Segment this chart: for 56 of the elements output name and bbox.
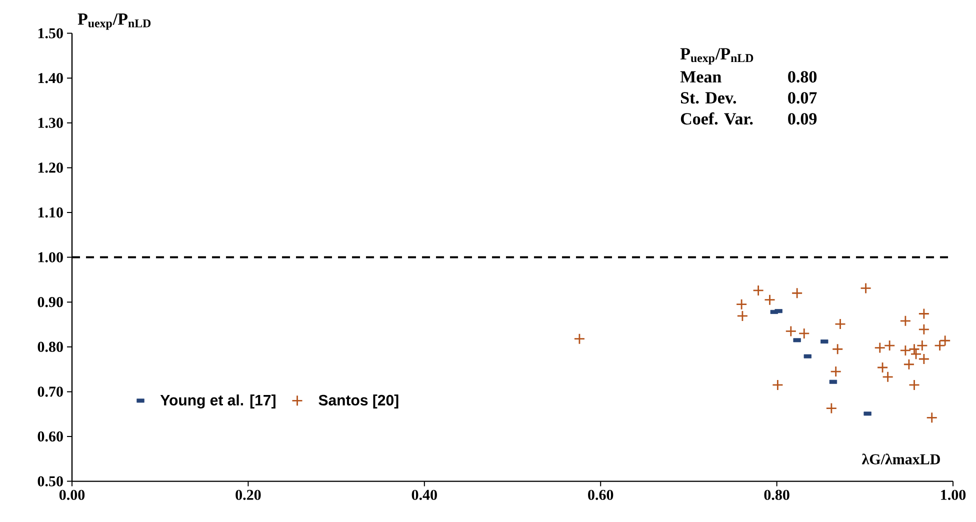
y-tick-label: 0.90 — [38, 297, 63, 308]
x-tick-label: 0.80 — [764, 490, 790, 500]
y-axis-title: P$_{uexp}$/P$_{nLD}$ — [78, 13, 151, 30]
x-tick-label: 0.60 — [588, 490, 614, 500]
legend-label: Young et al. [17] — [160, 394, 276, 409]
point — [736, 298, 748, 310]
point — [772, 379, 784, 391]
point — [736, 310, 748, 322]
y-tick-label: 0.50 — [38, 476, 63, 486]
y-tick-label: 1.30 — [38, 118, 63, 128]
y-tick-label: 1.10 — [38, 207, 63, 218]
annotation: 0.09 — [788, 113, 817, 125]
point — [785, 326, 797, 337]
annotation: Coef. Var. — [680, 112, 753, 125]
point — [798, 328, 810, 340]
x-tick-label: 1.00 — [941, 490, 966, 500]
annotation: 0.80 — [788, 71, 817, 83]
point — [908, 379, 920, 391]
point — [830, 366, 842, 378]
annotation: P$_{uexp}$/P$_{nLD}$ — [680, 48, 754, 65]
point — [900, 344, 912, 356]
point — [882, 371, 894, 383]
point — [918, 324, 930, 336]
point — [764, 294, 776, 306]
point — [918, 308, 930, 320]
point — [832, 343, 844, 355]
annotation: Mean — [680, 71, 722, 83]
legend-label: Santos [20] — [318, 394, 398, 408]
y-tick-label: 0.70 — [38, 386, 63, 397]
point — [574, 333, 586, 345]
y-tick-label: 0.60 — [38, 431, 63, 442]
point — [934, 340, 946, 352]
point — [791, 287, 803, 299]
point — [916, 340, 928, 352]
point — [752, 284, 764, 296]
point — [900, 315, 912, 327]
y-tick-label: 1.50 — [38, 28, 63, 38]
x-tick-label: 0.20 — [236, 490, 261, 500]
point — [884, 340, 896, 352]
y-tick-label: 1.40 — [38, 73, 63, 84]
x-tick-label: 0.00 — [59, 490, 85, 500]
annotation: 0.07 — [788, 92, 817, 104]
x-axis-title: λG/λmaxLD — [862, 454, 940, 464]
annotation: St. Dev. — [681, 92, 736, 104]
point — [876, 362, 888, 374]
point — [826, 402, 838, 414]
x-tick-label: 0.40 — [412, 490, 437, 500]
y-tick-label: 1.20 — [38, 162, 63, 173]
point — [926, 412, 938, 424]
y-tick-label: 1.00 — [38, 252, 63, 262]
point — [903, 358, 915, 370]
y-tick-label: 0.80 — [38, 342, 63, 352]
point — [860, 282, 872, 294]
point — [834, 318, 846, 330]
point — [874, 342, 886, 354]
point — [939, 334, 951, 346]
